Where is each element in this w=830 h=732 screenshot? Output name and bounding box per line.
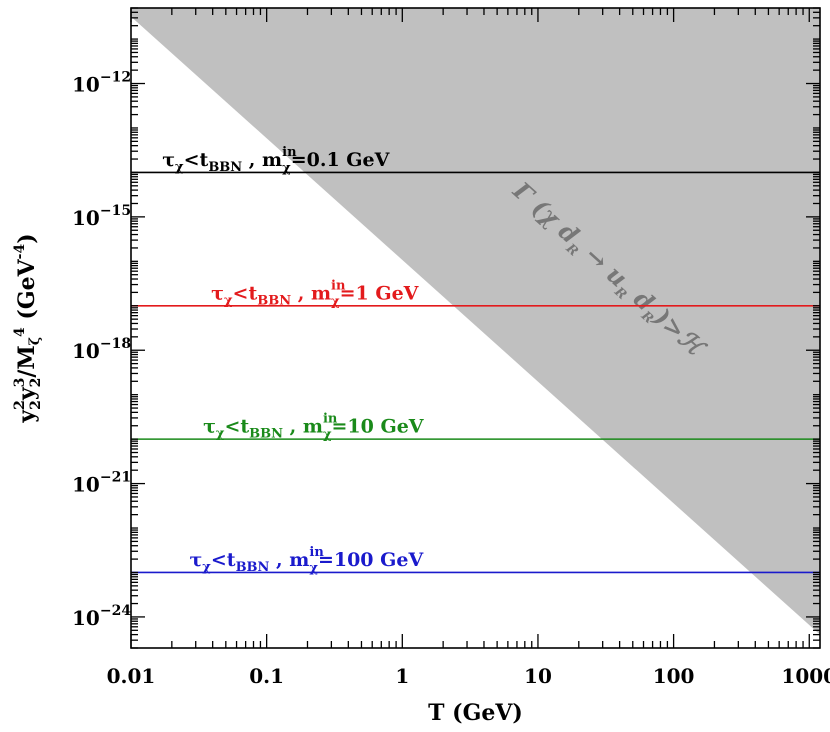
series-label-0: τχ<tBBN , min χ=0.1 GeV xyxy=(162,145,390,176)
y-axis-title: y22y32/Mζ4 (GeV-4) xyxy=(12,233,44,423)
x-tick-label-0: 0.01 xyxy=(107,664,156,688)
x-tick-label-4: 100 xyxy=(653,664,695,688)
y-tick-label-3: 10−21 xyxy=(72,470,131,497)
series-label-2: τχ<tBBN , min χ=10 GeV xyxy=(203,412,425,443)
excluded-region xyxy=(131,8,820,635)
x-tick-label-1: 0.1 xyxy=(249,664,284,688)
x-tick-label-3: 10 xyxy=(524,664,552,688)
plot-frame xyxy=(130,7,821,649)
x-tick-label-2: 1 xyxy=(395,664,409,688)
x-tick-label-5: 1000 xyxy=(781,664,830,688)
x-axis-title: T (GeV) xyxy=(428,700,523,726)
y-tick-label-1: 10−15 xyxy=(72,203,131,230)
series-label-3: τχ<tBBN , min χ=100 GeV xyxy=(190,545,425,576)
y-tick-label-0: 10−12 xyxy=(72,70,131,97)
y-tick-label-2: 10−18 xyxy=(72,336,131,363)
series-label-1: τχ<tBBN , min χ=1 GeV xyxy=(211,278,419,309)
y-tick-label-4: 10−24 xyxy=(72,603,131,630)
